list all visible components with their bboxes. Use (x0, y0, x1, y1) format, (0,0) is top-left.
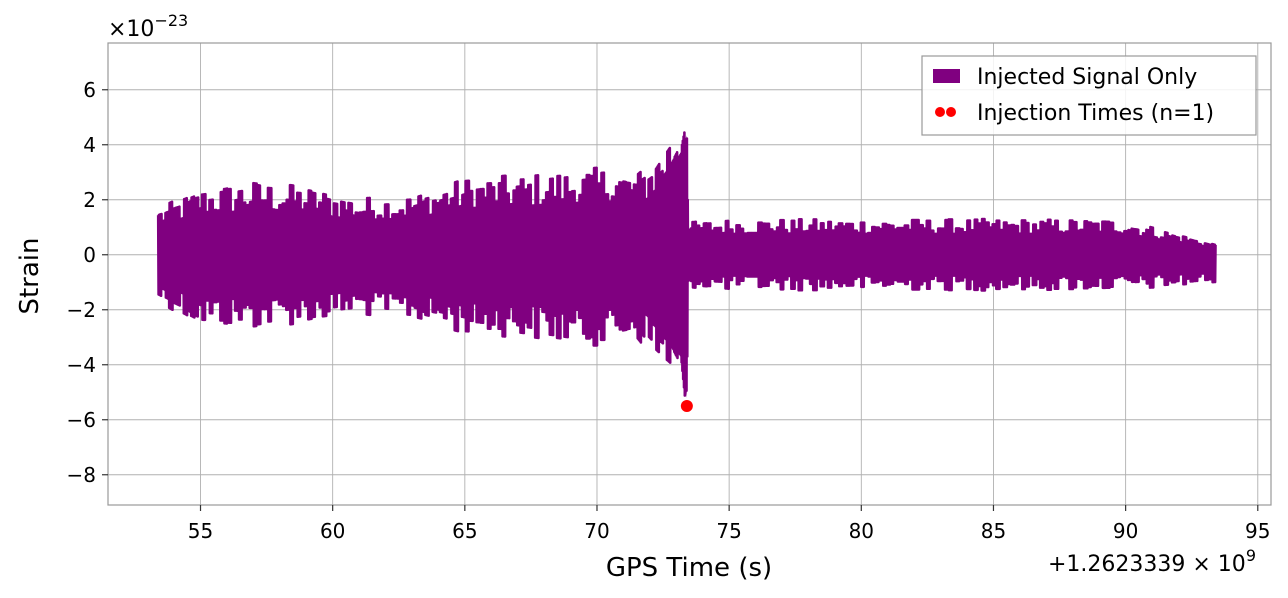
plot-frame (107, 42, 1272, 506)
y-scale-label: ×10−23 (108, 11, 188, 42)
y-tick-label: −2 (67, 298, 96, 322)
plot-data (156, 131, 1217, 412)
x-tick-label: 75 (716, 519, 741, 543)
axis-ticks: 55 60 65 70 75 80 85 90 95 6 4 2 0 −2 −4 −6 −8 (67, 78, 1271, 543)
x-tick-label: 60 (320, 519, 345, 543)
x-tick-label: 95 (1245, 519, 1270, 543)
x-axis-label: GPS Time (s) (606, 553, 772, 583)
legend-label-injected-signal: Injected Signal Only (977, 65, 1197, 90)
injection-time-marker (680, 400, 693, 412)
y-tick-label: −6 (67, 408, 96, 432)
y-tick-label: 4 (83, 133, 96, 157)
x-tick-label: 85 (981, 519, 1006, 543)
y-axis-label: Strain (15, 237, 45, 314)
x-tick-label: 90 (1113, 519, 1138, 543)
legend-marker-injection-times-2 (946, 107, 956, 117)
y-tick-label: 2 (83, 188, 96, 212)
y-tick-label: −8 (67, 463, 96, 487)
legend-swatch-injected-signal (933, 69, 960, 83)
legend-marker-injection-times-1 (935, 107, 945, 117)
legend-label-injection-times: Injection Times (n=1) (977, 101, 1214, 126)
legend-box (921, 55, 1257, 136)
y-tick-label: −4 (67, 353, 96, 377)
injected-signal-core (158, 135, 1216, 398)
y-tick-label: 6 (83, 78, 96, 102)
x-offset-label: +1.2623339 × 109 (1048, 546, 1256, 577)
x-tick-label: 70 (584, 519, 609, 543)
x-tick-label: 80 (849, 519, 874, 543)
legend: Injected Signal Only Injection Times (n=… (921, 55, 1257, 136)
y-tick-label: 0 (83, 243, 96, 267)
x-tick-label: 65 (452, 519, 477, 543)
x-tick-label: 55 (188, 519, 213, 543)
